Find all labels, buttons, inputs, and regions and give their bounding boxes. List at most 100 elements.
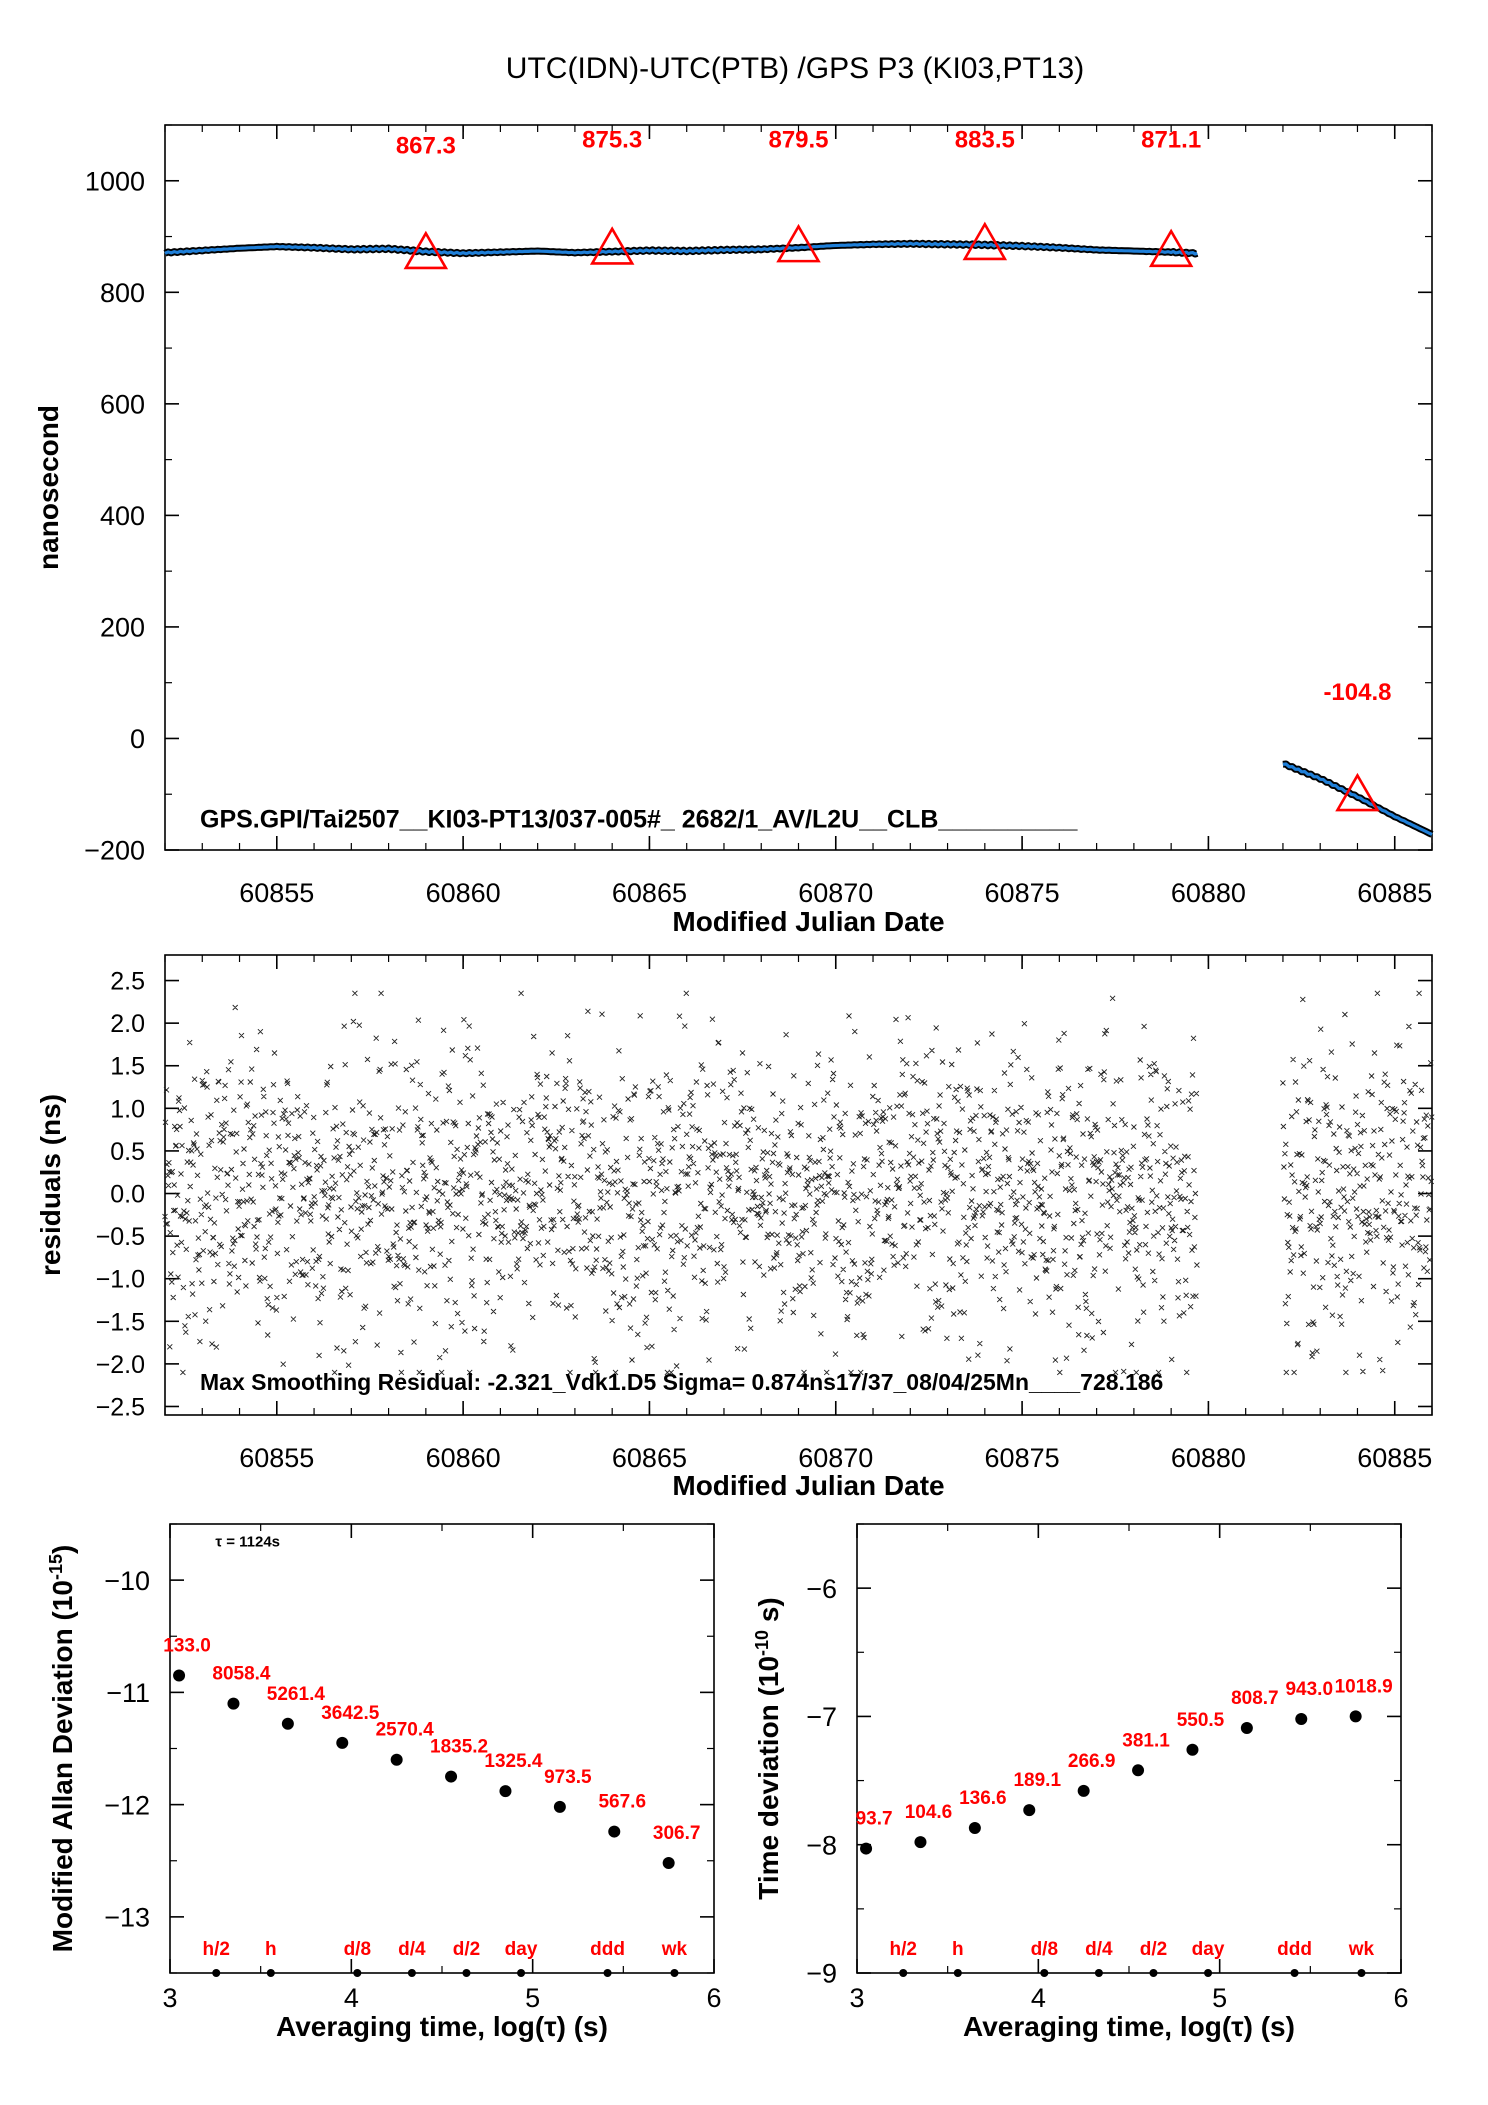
mdev-point xyxy=(662,1856,675,1869)
mdev-point-label: 133.0 xyxy=(163,1636,211,1657)
tdev-point xyxy=(968,1822,981,1835)
mdev-point xyxy=(445,1770,458,1783)
residuals-xtick-label: 60860 xyxy=(426,1443,501,1473)
tdev-period-label: ddd xyxy=(1277,1939,1312,1960)
main-marker-label: 867.3 xyxy=(396,133,456,160)
residuals-xtick-label: 60875 xyxy=(985,1443,1060,1473)
tdev-period-label: day xyxy=(1192,1939,1225,1960)
main-marker-label: 871.1 xyxy=(1141,127,1201,154)
residuals-ytick-label: −2.5 xyxy=(96,1393,145,1421)
tdev-point-label: 943.0 xyxy=(1285,1679,1333,1700)
main-run-note: GPS.GPI/Tai2507__KI03-PT13/037-005#_ 268… xyxy=(200,806,1079,834)
main-series-line xyxy=(164,241,1198,256)
residuals-xtick-label: 60885 xyxy=(1357,1443,1432,1473)
mdev-period-label: d/4 xyxy=(398,1939,426,1960)
tdev-period-mark xyxy=(953,1969,962,1977)
tdev-ytick-label: −8 xyxy=(806,1830,837,1860)
mdev-point-label: 2570.4 xyxy=(376,1720,435,1741)
tdev-xtick-label: 4 xyxy=(1031,1983,1046,2013)
mdev-period-mark xyxy=(353,1969,362,1977)
tdev-y-axis-title: Time deviation (10-10 s) xyxy=(752,1597,784,1900)
residuals-ytick-label: −1.0 xyxy=(96,1266,145,1294)
tdev-xtick-label: 5 xyxy=(1212,1983,1227,2013)
main-triangle-marker xyxy=(776,223,821,263)
residuals-xtick-label: 60870 xyxy=(798,1443,873,1473)
main-marker-label: -104.8 xyxy=(1323,679,1391,706)
main-ytick-label: 400 xyxy=(100,501,145,531)
tdev-period-label: d/4 xyxy=(1085,1939,1113,1960)
mdev-point-label: 1325.4 xyxy=(484,1751,543,1772)
residuals-y-axis-title: residuals (ns) xyxy=(35,1094,66,1276)
tdev-point-label: 189.1 xyxy=(1013,1770,1061,1791)
main-ytick-label: −200 xyxy=(84,836,145,866)
mdev-point xyxy=(227,1697,240,1710)
mdev-period-mark xyxy=(670,1969,679,1977)
residuals-ytick-label: −2.0 xyxy=(96,1351,145,1379)
mdev-point-label: 8058.4 xyxy=(212,1664,271,1685)
tdev-point-label: 136.6 xyxy=(959,1788,1007,1809)
tdev-y-axis-title-text: Time deviation (10 xyxy=(753,1656,784,1900)
mdev-period-label: d/2 xyxy=(453,1939,480,1960)
tdev-point xyxy=(1077,1784,1090,1797)
residuals-xtick-label: 60880 xyxy=(1171,1443,1246,1473)
mdev-xtick-label: 6 xyxy=(706,1983,721,2013)
mdev-period-label: d/8 xyxy=(344,1939,371,1960)
main-triangle-marker xyxy=(403,230,449,270)
main-marker-label: 879.5 xyxy=(768,127,828,154)
main-xtick-label: 60880 xyxy=(1171,878,1246,908)
residuals-xtick-label: 60855 xyxy=(239,1443,314,1473)
tdev-point-label: 266.9 xyxy=(1068,1751,1116,1772)
tdev-x-axis-title: Averaging time, log(τ) (s) xyxy=(963,2011,1295,2042)
tdev-point-label: 93.7 xyxy=(856,1809,893,1830)
mdev-x-axis-title: Averaging time, log(τ) (s) xyxy=(276,2011,608,2042)
mdev-point-label: 306.7 xyxy=(653,1823,701,1844)
tdev-point-label: 104.6 xyxy=(905,1802,953,1823)
mdev-period-label: h/2 xyxy=(203,1939,230,1960)
tdev-point xyxy=(1240,1721,1253,1734)
residuals-frame xyxy=(164,954,1433,1416)
main-ytick-label: 600 xyxy=(100,390,145,420)
tdev-point xyxy=(860,1842,873,1855)
tdev-y-axis-title-close: s) xyxy=(753,1597,784,1630)
mdev-point-label: 1835.2 xyxy=(430,1737,488,1758)
mdev-ytick-label: −12 xyxy=(104,1790,150,1820)
main-marker-label: 883.5 xyxy=(955,127,1015,154)
main-ytick-label: 1000 xyxy=(85,166,145,196)
mdev-point-label: 567.6 xyxy=(598,1792,646,1813)
main-xtick-label: 60865 xyxy=(612,878,687,908)
tdev-period-label: h/2 xyxy=(890,1939,917,1960)
tdev-period-label: d/8 xyxy=(1031,1939,1058,1960)
tdev-point-label: 550.5 xyxy=(1177,1710,1225,1731)
tdev-period-label: h xyxy=(952,1939,964,1960)
residuals-ytick-label: 0.5 xyxy=(110,1138,145,1166)
tdev-period-mark xyxy=(899,1969,908,1977)
tdev-period-mark xyxy=(1094,1969,1103,1977)
main-xtick-label: 60855 xyxy=(239,878,314,908)
tdev-ytick-label: −6 xyxy=(806,1574,837,1604)
mdev-point xyxy=(499,1785,512,1798)
panel-time-deviation: 3 4 5 6 −9 −8 −7 −6 Averaging time, log(τ) (s) Ti… xyxy=(752,1523,1409,2042)
main-triangle-marker xyxy=(589,226,635,265)
mdev-point-label: 3642.5 xyxy=(321,1703,380,1724)
panel-main-time-series: 60855 60860 60865 60870 60875 60880 60885 −200 0… xyxy=(33,124,1434,937)
tdev-point xyxy=(1186,1743,1199,1756)
mdev-period-label: day xyxy=(505,1939,538,1960)
panel-modified-allan-deviation: 3 4 5 6 −13 −12 −11 −10 Averaging time, log(τ) (… xyxy=(46,1523,722,2042)
main-ytick-label: 0 xyxy=(130,724,145,754)
mdev-period-mark xyxy=(517,1969,526,1977)
tdev-period-mark xyxy=(1040,1969,1049,1977)
mdev-period-label: ddd xyxy=(590,1939,625,1960)
mdev-point-label: 5261.4 xyxy=(267,1684,326,1705)
mdev-y-axis-title-exponent: -15 xyxy=(46,1554,66,1580)
mdev-xtick-label: 3 xyxy=(162,1983,177,2013)
mdev-point xyxy=(608,1825,621,1838)
main-triangle-marker xyxy=(962,221,1008,261)
mdev-y-axis-title-text: Modified Allan Deviation (10 xyxy=(47,1580,78,1952)
residuals-ytick-label: 2.0 xyxy=(110,1010,145,1038)
main-x-axis-title: Modified Julian Date xyxy=(672,906,944,937)
mdev-tau-annotation: τ = 1124s xyxy=(215,1533,280,1550)
residuals-x-axis-title: Modified Julian Date xyxy=(672,1470,944,1501)
mdev-period-label: wk xyxy=(661,1939,688,1960)
mdev-ytick-label: −10 xyxy=(104,1566,150,1596)
